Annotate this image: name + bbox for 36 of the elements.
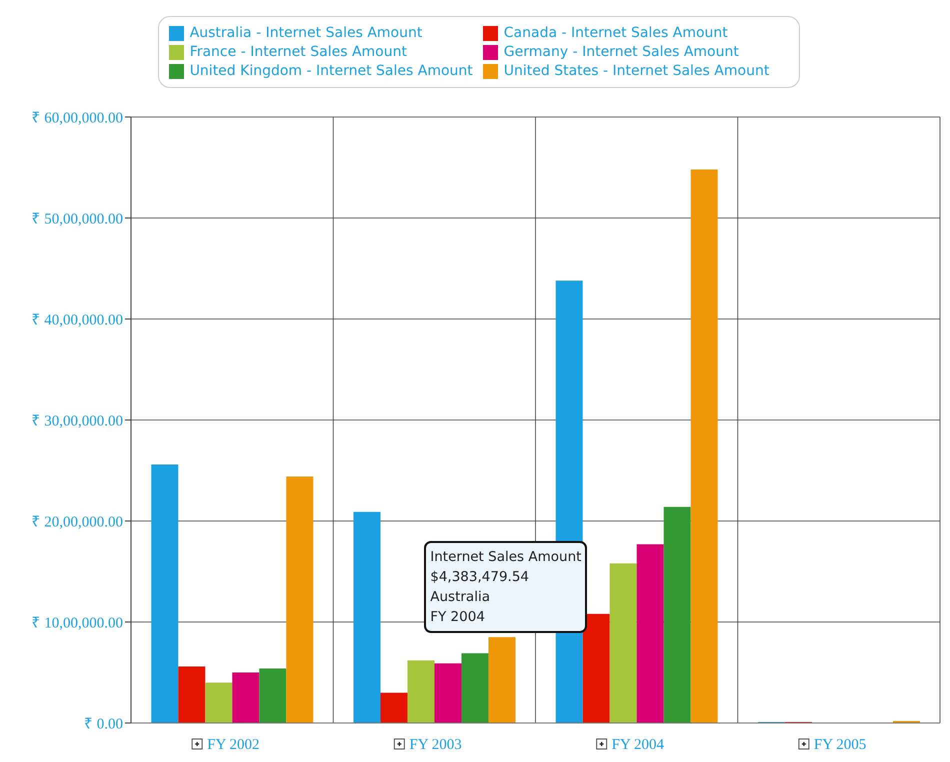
bar bbox=[407, 660, 434, 723]
bar bbox=[286, 476, 314, 723]
y-tick-label: ₹ 60,00,000.00 bbox=[32, 110, 123, 126]
legend-label: France - Internet Sales Amount bbox=[188, 44, 408, 60]
bar bbox=[488, 637, 516, 723]
tooltip-callout: Internet Sales Amount $4,383,479.54 Australia FY 2004 bbox=[424, 541, 588, 634]
bar bbox=[178, 666, 206, 723]
x-tick-label: FY 2003 bbox=[409, 737, 462, 753]
y-tick-label: ₹ 50,00,000.00 bbox=[32, 211, 123, 228]
bar bbox=[636, 544, 664, 723]
legend-label: Germany - Internet Sales Amount bbox=[502, 44, 740, 60]
bar bbox=[151, 464, 178, 723]
bar bbox=[353, 512, 380, 723]
bar bbox=[461, 653, 488, 723]
bar bbox=[434, 663, 462, 723]
y-tick-label: ₹ 10,00,000.00 bbox=[32, 615, 123, 632]
y-tick-label: ₹ 20,00,000.00 bbox=[32, 514, 123, 530]
y-tick-label: ₹ 40,00,000.00 bbox=[32, 312, 123, 328]
y-tick-label: ₹ 30,00,000.00 bbox=[32, 413, 123, 430]
legend-label: United Kingdom - Internet Sales Amount bbox=[188, 63, 473, 79]
bar bbox=[664, 506, 691, 723]
annotation: Internet Sales Amount $4,383,479.54 Australia FY 2004 bbox=[430, 548, 582, 628]
bar bbox=[690, 170, 718, 723]
bar bbox=[259, 668, 286, 723]
bar bbox=[582, 614, 610, 723]
legend-label: United States - Internet Sales Amount bbox=[502, 63, 770, 79]
x-tick-label: FY 2005 bbox=[814, 737, 866, 753]
x-tick-label: FY 2004 bbox=[612, 737, 664, 753]
bar bbox=[610, 563, 637, 723]
bar bbox=[380, 692, 408, 723]
legend-label: Australia - Internet Sales Amount bbox=[188, 25, 424, 41]
bar bbox=[205, 682, 232, 723]
bar bbox=[232, 672, 260, 723]
y-tick-label: ₹ 0.00 bbox=[84, 716, 123, 732]
x-tick-label: FY 2002 bbox=[207, 737, 260, 753]
legend-label: Canada - Internet Sales Amount bbox=[502, 25, 729, 41]
